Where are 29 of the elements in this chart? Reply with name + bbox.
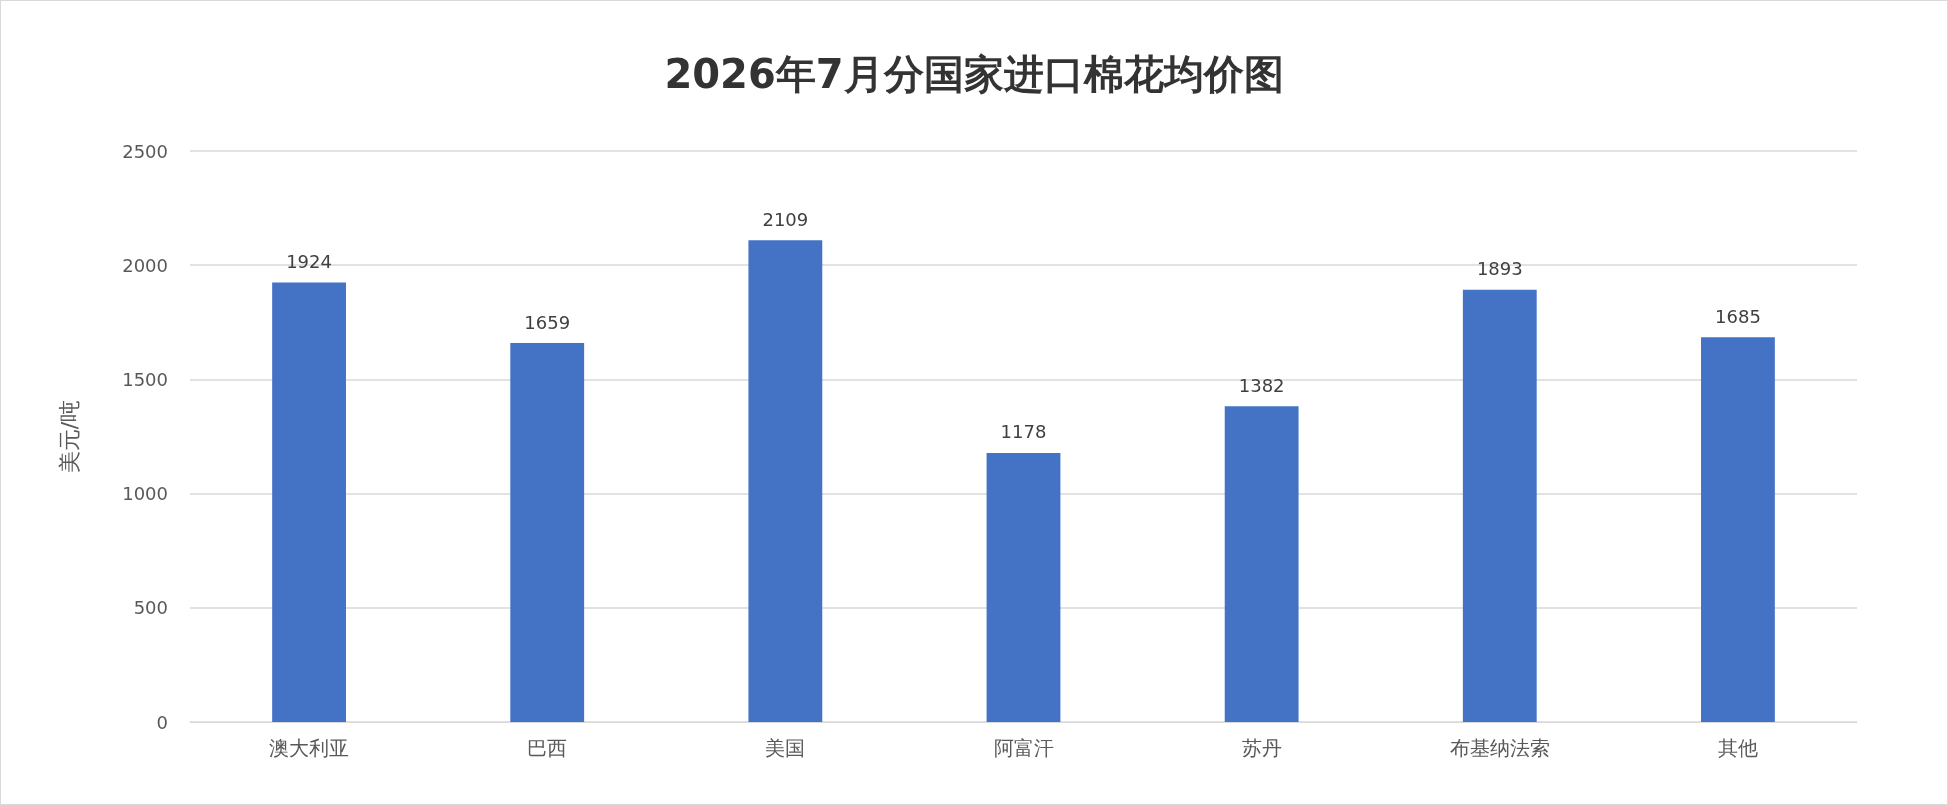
x-tick-label: 苏丹 <box>1241 736 1282 760</box>
x-tick-label: 其他 <box>1717 736 1758 760</box>
bar <box>748 240 823 722</box>
x-tick-label: 美国 <box>765 736 806 760</box>
y-tick-label: 0 <box>156 711 168 733</box>
data-label: 1924 <box>286 251 332 273</box>
bar <box>272 282 346 722</box>
y-tick-label: 1000 <box>122 483 168 505</box>
y-axis-title: 美元/吨 <box>56 399 82 474</box>
y-tick-label: 2000 <box>122 254 168 276</box>
bar <box>510 343 585 722</box>
x-tick-label: 巴西 <box>527 736 568 760</box>
bar <box>986 452 1061 722</box>
data-label: 1893 <box>1476 258 1523 280</box>
y-tick-label: 500 <box>133 597 168 619</box>
chart-title: 2026年7月分国家进口棉花均价图 <box>664 51 1284 97</box>
data-label: 2109 <box>762 208 809 230</box>
data-label: 1659 <box>524 311 571 333</box>
bar <box>1462 289 1537 722</box>
data-label: 1382 <box>1238 374 1285 396</box>
x-tick-label: 澳大利亚 <box>269 736 350 760</box>
x-tick-label: 布基纳法索 <box>1449 736 1550 760</box>
bar <box>1701 337 1775 722</box>
y-tick-label: 1500 <box>122 368 168 390</box>
bar <box>1224 406 1299 722</box>
x-tick-label: 阿富汗 <box>993 736 1054 760</box>
y-tick-label: 2500 <box>122 140 168 162</box>
data-label: 1178 <box>1000 421 1047 443</box>
data-label: 1685 <box>1715 305 1761 327</box>
